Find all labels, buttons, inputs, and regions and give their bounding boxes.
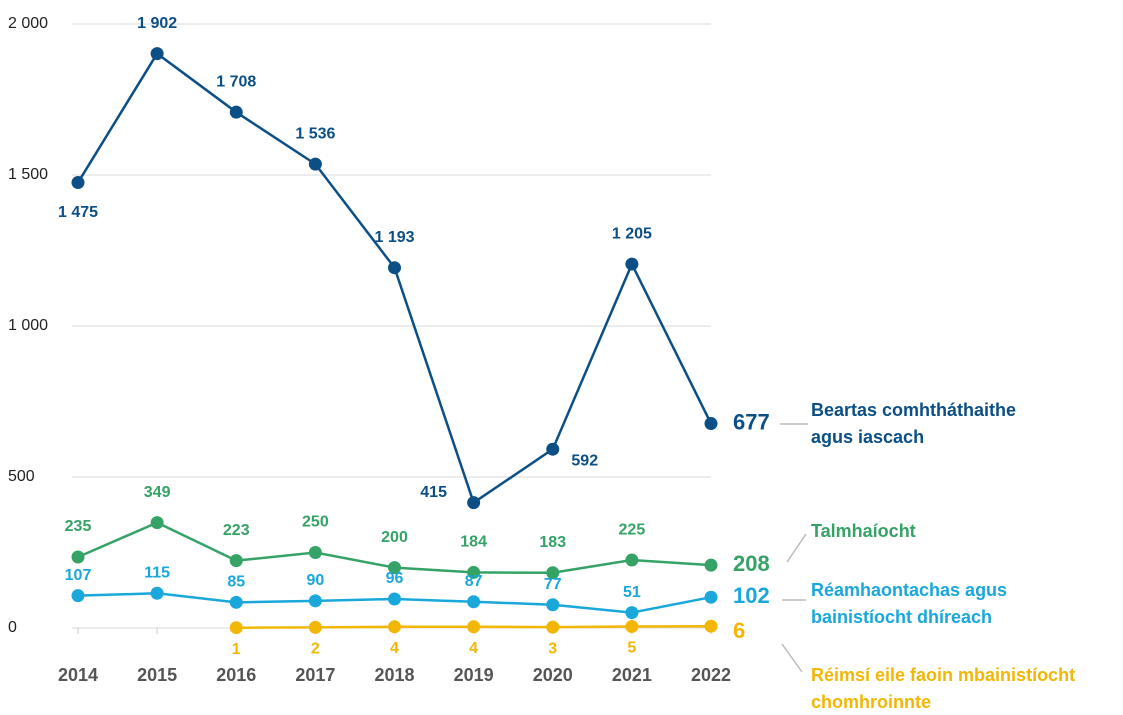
point xyxy=(546,566,560,580)
value-label: 235 xyxy=(65,518,92,535)
value-label: 1 475 xyxy=(58,204,98,221)
end-value-label: 208 xyxy=(733,551,770,576)
point xyxy=(150,47,164,61)
point xyxy=(71,550,85,564)
x-tick-label: 2016 xyxy=(216,665,256,685)
point xyxy=(704,590,718,604)
value-label: 415 xyxy=(420,484,447,501)
value-label: 225 xyxy=(619,521,646,538)
legend-connector xyxy=(786,533,807,563)
value-label: 87 xyxy=(465,573,483,590)
legend-connector xyxy=(781,643,803,673)
value-label: 4 xyxy=(469,640,478,657)
value-label: 90 xyxy=(306,572,324,589)
value-label: 183 xyxy=(539,534,566,551)
end-value-label: 102 xyxy=(733,583,770,608)
value-label: 2 xyxy=(311,641,320,658)
point xyxy=(625,619,639,633)
point xyxy=(308,157,322,171)
value-label: 4 xyxy=(390,640,399,657)
value-label: 51 xyxy=(623,584,641,601)
legend-label: Talmhaíocht xyxy=(811,521,916,541)
y-tick-label: 0 xyxy=(8,619,17,636)
x-tick-label: 2019 xyxy=(454,665,494,685)
point xyxy=(308,594,322,608)
point xyxy=(467,496,481,510)
point xyxy=(388,620,401,634)
legend-label: Beartas comhtháthaithe agus iascach xyxy=(811,400,1017,447)
point xyxy=(150,586,164,600)
point xyxy=(229,105,243,119)
point xyxy=(71,589,85,603)
point xyxy=(467,565,481,579)
point xyxy=(388,561,401,575)
point xyxy=(625,257,639,271)
y-tick-label: 1 500 xyxy=(8,166,48,183)
series-line xyxy=(76,51,713,505)
point xyxy=(229,554,243,568)
point xyxy=(704,619,718,633)
value-label: 1 xyxy=(232,641,241,658)
x-tick-label: 2020 xyxy=(533,665,573,685)
x-tick-label: 2021 xyxy=(612,665,652,685)
point xyxy=(150,516,164,530)
point xyxy=(229,621,243,635)
end-value-label: 6 xyxy=(733,618,745,643)
value-label: 5 xyxy=(627,640,636,657)
point xyxy=(308,546,322,559)
point xyxy=(308,620,322,634)
y-tick-label: 2 000 xyxy=(8,15,48,32)
value-label: 349 xyxy=(144,484,171,501)
x-tick-label: 2017 xyxy=(295,665,335,685)
point xyxy=(467,620,481,634)
point xyxy=(546,442,560,456)
point xyxy=(467,595,481,609)
value-label: 77 xyxy=(544,576,562,593)
end-value-label: 677 xyxy=(733,409,770,434)
point xyxy=(388,592,401,606)
value-label: 96 xyxy=(386,570,404,587)
value-label: 1 902 xyxy=(137,15,177,32)
value-label: 1 708 xyxy=(216,73,256,90)
x-tick-label: 2018 xyxy=(374,665,414,685)
point xyxy=(71,176,85,190)
value-label: 1 536 xyxy=(295,125,335,142)
point xyxy=(704,558,718,572)
value-label: 184 xyxy=(460,534,487,551)
value-label: 3 xyxy=(548,640,557,657)
point xyxy=(704,417,718,431)
point xyxy=(625,606,639,620)
point xyxy=(625,553,639,567)
point xyxy=(546,598,560,612)
legend-label: Réimsí eile faoin mbainistíocht chomhroi… xyxy=(811,665,1076,712)
value-label: 1 205 xyxy=(612,225,652,242)
point xyxy=(388,261,401,275)
x-tick-label: 2022 xyxy=(691,665,731,685)
value-label: 107 xyxy=(65,567,92,584)
x-tick-label: 2014 xyxy=(58,665,98,685)
point xyxy=(229,595,243,609)
value-label: 592 xyxy=(571,452,598,469)
value-label: 115 xyxy=(144,564,170,581)
value-label: 200 xyxy=(381,529,408,546)
y-tick-label: 500 xyxy=(8,468,35,485)
value-label: 1 193 xyxy=(374,229,414,246)
legend-label: Réamhaontachas agus bainistíocht dhíreac… xyxy=(811,580,1008,627)
value-label: 250 xyxy=(302,514,329,531)
value-label: 85 xyxy=(227,574,245,591)
point xyxy=(546,620,560,634)
y-tick-label: 1 000 xyxy=(8,317,48,334)
x-tick-label: 2015 xyxy=(137,665,177,685)
value-label: 223 xyxy=(223,522,250,539)
